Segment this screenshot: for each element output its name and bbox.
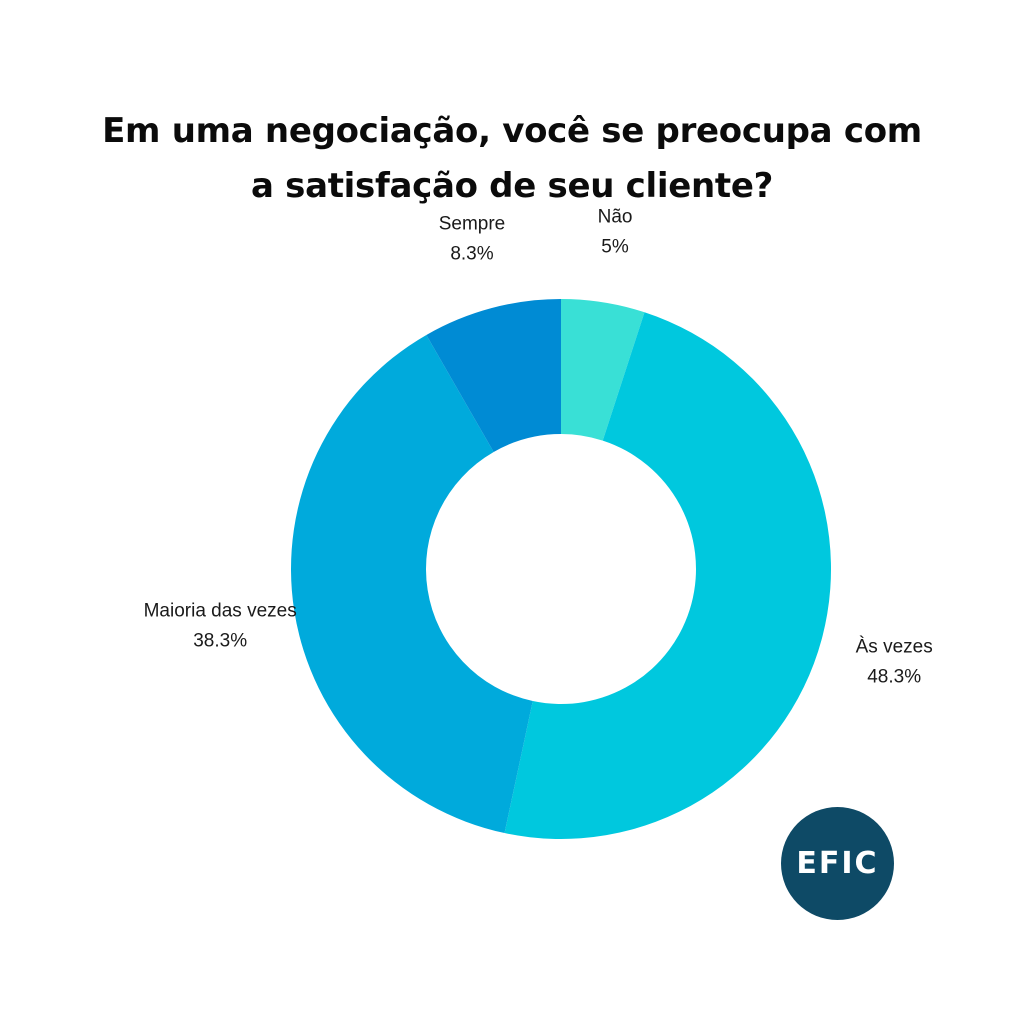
donut-slice-1 (504, 312, 832, 840)
efic-logo: EFIC (781, 807, 894, 920)
donut-slice-0 (561, 299, 645, 441)
efic-logo-text: EFIC (796, 846, 879, 881)
slice-value-label-3: 8.3% (450, 244, 493, 265)
chart-title-line-2: a satisfação de seu cliente? (250, 166, 774, 206)
donut-slice-2 (290, 334, 533, 834)
donut-slice-3 (426, 299, 561, 452)
slice-value-label-0: 5% (601, 236, 629, 257)
chart-title-line-1: Em uma negociação, você se preocupa com (102, 111, 922, 151)
slice-value-label-2: 38.3% (193, 630, 247, 651)
slice-label-2: Maioria das vezes (144, 600, 297, 621)
slice-label-0: Não (598, 206, 633, 227)
slice-label-3: Sempre (439, 214, 506, 235)
slice-value-label-1: 48.3% (867, 667, 921, 688)
slice-label-1: Às vezes (856, 637, 933, 658)
chart-title: Em uma negociação, você se preocupa com … (62, 104, 962, 214)
slice-labels: Não 5% Às vezes 48.3% Maioria das vezes 38.3%… (144, 206, 933, 687)
